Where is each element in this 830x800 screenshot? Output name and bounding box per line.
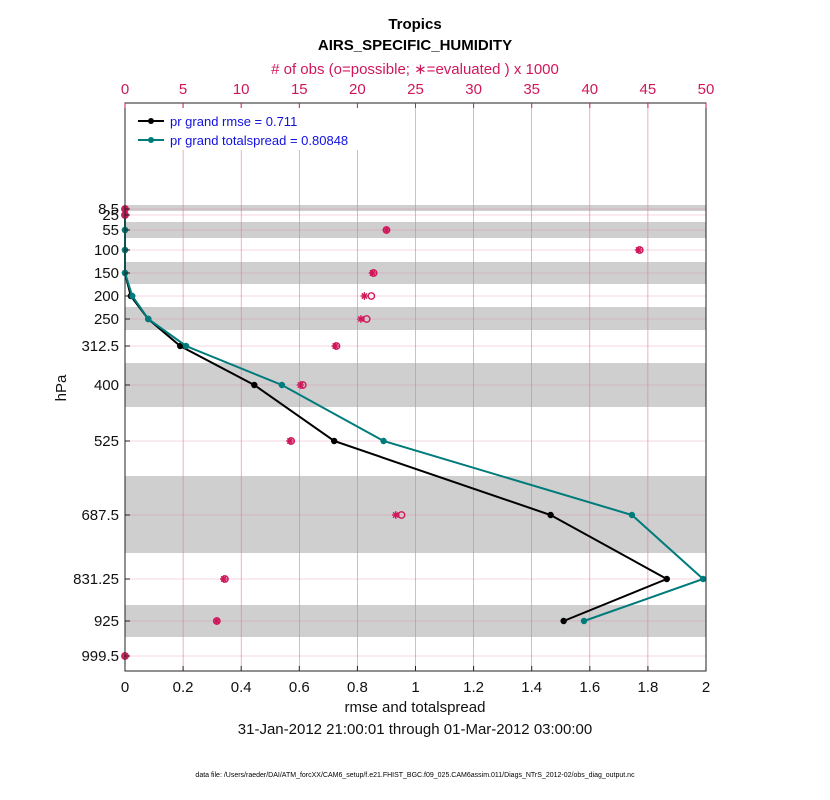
series-1-point [129, 292, 136, 300]
x-tick-label: 0.2 [173, 679, 194, 696]
top-tick-label: 45 [640, 81, 657, 98]
series-0-point [663, 575, 670, 583]
series-1-point [182, 342, 190, 350]
y-tick-label: 200 [94, 288, 119, 305]
x-tick-label: 1.6 [579, 679, 600, 696]
date-range: 31-Jan-2012 21:00:01 through 01-Mar-2012… [238, 721, 592, 738]
obs-evaluated-marker [360, 292, 369, 300]
top-tick-label: 10 [233, 81, 250, 98]
data-file-footer: data file: /Users/raeder/DAI/ATM_forcXX/… [195, 772, 635, 779]
y-tick-label: 8.5 [98, 201, 119, 218]
x-tick-label: 0.4 [231, 679, 252, 696]
x-tick-label: 0.6 [289, 679, 310, 696]
tick-labels: 0 0.2 0.4 0.6 0.8 1 1.2 1.4 1.6 1.8 20 5 10 15 20 25 30 3… [73, 81, 714, 696]
x-tick-label: 2 [702, 679, 710, 696]
series-1-point [278, 381, 286, 389]
grid-lines [125, 103, 706, 671]
x-tick-label: 1.8 [637, 679, 658, 696]
y-tick-label: 400 [94, 377, 119, 394]
series-1-point [145, 315, 152, 323]
top-tick-label: 50 [698, 81, 715, 98]
x-tick-label: 1 [411, 679, 419, 696]
top-tick-label: 35 [523, 81, 540, 98]
legend-spread-label: pr grand totalspread = 0.80848 [170, 133, 348, 148]
top-tick-label: 30 [465, 81, 482, 98]
chart-subtitle: AIRS_SPECIFIC_HUMIDITY [318, 37, 512, 54]
y-tick-label: 55 [102, 222, 119, 239]
top-tick-label: 0 [121, 81, 129, 98]
obs-markers [121, 205, 644, 660]
x-axis-label: rmse and totalspread [345, 699, 486, 716]
chart-title: Tropics [388, 16, 441, 33]
y-tick-label: 100 [94, 242, 119, 259]
y-tick-label: 687.5 [81, 507, 119, 524]
x-tick-label: 1.2 [463, 679, 484, 696]
y-tick-label: 250 [94, 311, 119, 328]
obs-evaluated-marker [286, 437, 294, 445]
legend-rmse-marker [148, 118, 154, 124]
y-tick-label: 831.25 [73, 571, 119, 588]
legend: pr grand rmse = 0.711 pr grand totalspre… [131, 108, 361, 150]
top-tick-label: 20 [349, 81, 366, 98]
obs-evaluated-marker [357, 315, 365, 323]
series-0-point [547, 511, 554, 519]
x-tick-label: 0 [121, 679, 129, 696]
series-1-point [699, 575, 707, 583]
series-1-point [628, 511, 636, 519]
y-tick-label: 25 [102, 207, 119, 224]
top-tick-label: 40 [581, 81, 598, 98]
top-tick-label: 15 [291, 81, 308, 98]
obs-evaluated-marker [634, 246, 643, 254]
top-axis-label: # of obs (o=possible; ∗=evaluated ) x 10… [271, 61, 559, 78]
obs-evaluated-marker [331, 342, 340, 350]
series-0-point [251, 381, 258, 389]
series-0-point [176, 342, 184, 350]
series-1-point [380, 437, 387, 445]
legend-box [131, 108, 361, 150]
x-tick-label: 1.4 [521, 679, 542, 696]
y-tick-label: 312.5 [81, 338, 119, 355]
obs-evaluated-marker [382, 226, 391, 234]
y-tick-label: 150 [94, 265, 119, 282]
top-tick-label: 5 [179, 81, 187, 98]
obs-evaluated-marker [391, 511, 400, 519]
legend-spread-marker [148, 137, 154, 143]
top-tick-label: 25 [407, 81, 424, 98]
obs-evaluated-marker [296, 381, 305, 389]
x-tick-label: 0.8 [347, 679, 368, 696]
y-tick-label: 925 [94, 613, 119, 630]
obs-evaluated-marker [212, 617, 221, 625]
y-tick-label: 999.5 [81, 648, 119, 665]
obs-evaluated-marker [368, 269, 377, 277]
series-1-point [580, 617, 588, 625]
legend-rmse-label: pr grand rmse = 0.711 [170, 114, 297, 129]
series-0-point [560, 617, 567, 625]
y-tick-label: 525 [94, 433, 119, 450]
y-axis-label: hPa [53, 374, 70, 401]
series-0-point [330, 437, 338, 445]
obs-evaluated-marker [219, 575, 228, 583]
